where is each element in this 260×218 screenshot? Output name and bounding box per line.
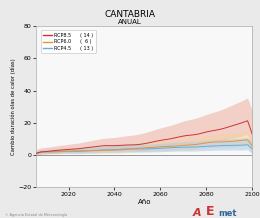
- Text: CANTABRIA: CANTABRIA: [105, 10, 155, 19]
- X-axis label: Año: Año: [138, 199, 151, 205]
- Y-axis label: Cambio duración olas de calor (días): Cambio duración olas de calor (días): [10, 58, 16, 155]
- Text: E: E: [205, 204, 214, 218]
- Text: met: met: [218, 209, 237, 218]
- Legend: RCP8.5      ( 14 ), RCP6.0      (  6 ), RCP4.5      ( 13 ): RCP8.5 ( 14 ), RCP6.0 ( 6 ), RCP4.5 ( 13…: [41, 30, 96, 53]
- Text: © Agencia Estatal de Meteorología: © Agencia Estatal de Meteorología: [5, 213, 67, 217]
- Text: ANUAL: ANUAL: [118, 19, 142, 25]
- Text: A: A: [192, 208, 201, 218]
